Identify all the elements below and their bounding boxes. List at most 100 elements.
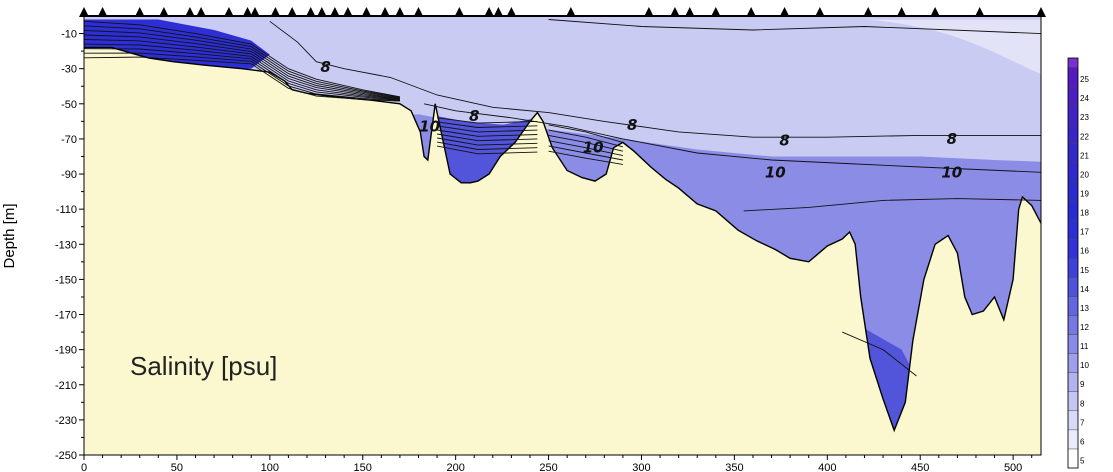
x-tick-label: 450 xyxy=(911,462,929,472)
isohaline-line xyxy=(84,29,400,99)
station-marker xyxy=(305,7,316,17)
isohaline-line xyxy=(269,20,1041,138)
station-marker xyxy=(394,7,405,17)
isohaline-line xyxy=(548,134,624,152)
station-marker xyxy=(669,7,680,17)
y-tick-label: -90 xyxy=(61,169,77,181)
x-tick-label: 500 xyxy=(1004,462,1022,472)
contour-label: 10 xyxy=(941,163,962,181)
y-tick-label: -10 xyxy=(61,29,77,41)
station-marker xyxy=(930,7,941,17)
y-axis-title: Depth [m] xyxy=(1,203,18,268)
colorbar-swatch xyxy=(1067,143,1079,164)
x-tick-label: 0 xyxy=(81,462,87,472)
colorbar-label: 15 xyxy=(1080,266,1089,275)
colorbar-label: 24 xyxy=(1080,94,1089,103)
x-tick-label: 400 xyxy=(818,462,836,472)
colorbar-swatch xyxy=(1067,277,1079,297)
isohaline-line xyxy=(424,103,1041,173)
x-tick-label: 200 xyxy=(446,462,464,472)
station-marker xyxy=(746,7,757,17)
seabed-area xyxy=(84,47,1041,455)
station-marker xyxy=(361,7,372,17)
station-marker xyxy=(97,7,108,17)
colorbar-swatch xyxy=(1067,67,1079,87)
station-marker xyxy=(565,7,576,17)
colorbar-label: 8 xyxy=(1080,399,1085,408)
x-axis: 0 50 100 150 200 250 300 350 400 450 500 xyxy=(81,455,1033,472)
colorbar-frame xyxy=(1067,57,1079,469)
station-marker xyxy=(643,7,654,17)
y-tick-label: -210 xyxy=(55,380,77,392)
colorbar-label: 11 xyxy=(1080,342,1089,351)
contour-label: 8 xyxy=(320,58,330,76)
isohaline-line xyxy=(84,34,400,99)
x-tick-label: 150 xyxy=(354,462,372,472)
colorbar-label: 7 xyxy=(1080,418,1085,427)
station-marker xyxy=(710,7,721,17)
isohaline-line xyxy=(437,125,538,133)
salinity-colorbar: 5 6 7 8 9 10 11 12 13 14 15 16 17 18 19 20 21 22 23 24 25 xyxy=(1067,57,1089,469)
station-marker xyxy=(79,7,89,17)
colorbar-swatch xyxy=(1067,315,1079,335)
offshore-surface-layer xyxy=(864,19,1041,74)
station-marker xyxy=(413,7,424,17)
colorbar-swatch xyxy=(1067,296,1079,316)
isohaline-line xyxy=(437,141,538,150)
colorbar-swatch xyxy=(1067,181,1079,202)
station-marker xyxy=(1036,7,1046,17)
contour-label: 10 xyxy=(583,139,604,157)
colorbar-swatch xyxy=(1067,200,1079,221)
colorbar-label: 13 xyxy=(1080,304,1089,313)
isohaline-lines xyxy=(84,19,1041,377)
colorbar-label: 22 xyxy=(1080,132,1089,141)
y-tick-label: -230 xyxy=(55,415,77,427)
station-marker xyxy=(896,7,907,17)
y-tick-label: -170 xyxy=(55,310,77,322)
station-marker xyxy=(316,7,327,17)
colorbar-label: 14 xyxy=(1080,285,1089,294)
colorbar-swatch xyxy=(1067,238,1079,259)
isohaline-line xyxy=(548,124,624,143)
colorbar-label: 5 xyxy=(1080,456,1085,465)
colorbar-label: 25 xyxy=(1080,75,1089,84)
station-marker xyxy=(196,7,207,17)
x-tick-label: 250 xyxy=(539,462,557,472)
x-tick-label: 100 xyxy=(261,462,279,472)
colorbar-label: 19 xyxy=(1080,189,1089,198)
y-tick-label: -50 xyxy=(61,99,77,111)
colorbar-label: 20 xyxy=(1080,170,1089,179)
colorbar-swatch xyxy=(1067,353,1079,373)
colorbar-swatch xyxy=(1067,86,1079,106)
colorbar-label: 9 xyxy=(1080,380,1085,389)
isohaline-line xyxy=(84,48,400,101)
colorbar-swatch xyxy=(1067,105,1079,125)
isohaline-line xyxy=(437,121,538,128)
colorbar-swatch xyxy=(1067,372,1079,392)
y-tick-label: -130 xyxy=(55,239,77,251)
colorbar-label: 6 xyxy=(1080,437,1085,446)
colorbar-label: 16 xyxy=(1080,247,1089,256)
x-tick-label: 300 xyxy=(632,462,650,472)
station-marker xyxy=(287,7,298,17)
station-marker xyxy=(329,7,340,17)
y-tick-label: -70 xyxy=(61,134,77,146)
colorbar-swatch xyxy=(1067,448,1079,469)
isohaline-line xyxy=(437,137,538,146)
y-tick-label: -150 xyxy=(55,274,77,286)
y-tick-label: -250 xyxy=(55,450,77,462)
colorbar-label: 23 xyxy=(1080,113,1089,122)
station-marker xyxy=(270,7,281,17)
station-marker xyxy=(223,7,234,17)
station-marker xyxy=(684,7,695,17)
colorbar-swatch xyxy=(1067,162,1079,183)
isohaline-line xyxy=(84,56,400,102)
station-marker xyxy=(493,7,504,17)
station-marker xyxy=(158,7,169,17)
colorbar-label: 21 xyxy=(1080,151,1089,160)
colorbar-label: 17 xyxy=(1080,228,1089,237)
contour-labels: 8 8 8 8 8 10 10 10 10 xyxy=(320,58,962,181)
station-markers xyxy=(79,7,1046,17)
isohaline-line xyxy=(548,129,624,148)
station-marker xyxy=(249,7,260,17)
